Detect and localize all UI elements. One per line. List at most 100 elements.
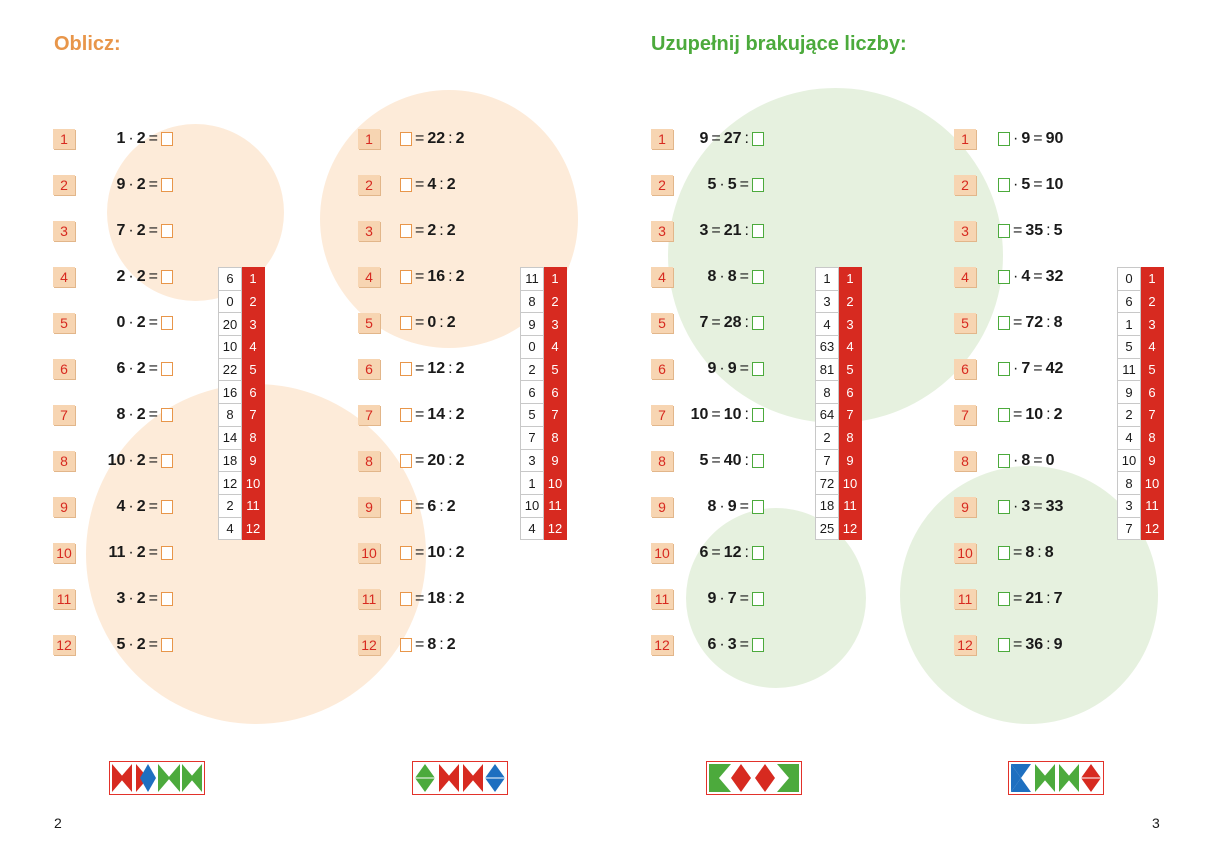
operand: 2 [446,222,456,239]
operator: : [448,452,453,469]
exercise-number-badge: 6 [53,359,75,379]
equation: 5 = 40: [700,450,764,472]
operator: = [711,314,721,331]
answer-key-number: 7 [1140,403,1164,427]
equation: 7 = 28: [700,312,764,334]
answer-key-number: 9 [838,448,862,473]
answer-key-number: 10 [1140,471,1164,495]
answer-box[interactable] [400,408,412,422]
answer-box[interactable] [752,178,764,192]
answer-box[interactable] [752,270,764,284]
answer-box[interactable] [752,638,764,652]
operand: 4 [427,176,437,193]
exercise-number-badge: 5 [651,313,673,333]
answer-box[interactable] [752,500,764,514]
answer-box[interactable] [161,454,173,468]
answer-key-value: 5 [1117,335,1141,359]
exercise-number-badge: 7 [954,405,976,425]
exercise-row: 12 5 · 2 = [53,634,173,658]
answer-box[interactable] [161,224,173,238]
answer-box[interactable] [400,592,412,606]
answer-box[interactable] [752,408,764,422]
answer-box[interactable] [998,224,1010,238]
answer-box[interactable] [752,316,764,330]
answer-box[interactable] [161,270,173,284]
answer-box[interactable] [998,546,1010,560]
answer-key-number: 6 [543,380,567,405]
equation: 8 · 2 = [117,404,173,426]
answer-box[interactable] [400,178,412,192]
answer-key-value: 5 [520,403,544,427]
operand: 28 [723,314,742,331]
answer-box[interactable] [161,408,173,422]
operator: = [711,406,721,423]
operand: 2 [136,544,146,561]
answer-box[interactable] [752,454,764,468]
operand: 22 [427,130,446,147]
answer-box[interactable] [752,132,764,146]
operand: 6 [116,360,126,377]
operand: 0 [427,314,437,331]
answer-box[interactable] [998,316,1010,330]
answer-box[interactable] [998,178,1010,192]
answer-key-value: 6 [1117,289,1141,314]
answer-key-value: 22 [218,357,242,382]
equation: = 2:2 [400,220,456,242]
answer-box[interactable] [998,638,1010,652]
answer-box[interactable] [998,132,1010,146]
answer-key-row: 16 6 [218,380,265,405]
answer-box[interactable] [400,132,412,146]
equation: = 0:2 [400,312,456,334]
answer-box[interactable] [161,316,173,330]
answer-box[interactable] [161,362,173,376]
answer-box[interactable] [400,638,412,652]
answer-box[interactable] [161,638,173,652]
operand: 9 [699,130,709,147]
exercise-row: 9 · 3 = 33 [954,496,1084,520]
answer-box[interactable] [752,592,764,606]
answer-box[interactable] [752,362,764,376]
answer-key-value: 1 [520,471,544,495]
answer-box[interactable] [400,224,412,238]
answer-box[interactable] [400,316,412,330]
operand: 33 [1045,498,1064,515]
answer-box[interactable] [998,592,1010,606]
equation: = 72:8 [998,312,1063,334]
answer-box[interactable] [998,500,1010,514]
equation: = 20:2 [400,450,465,472]
exercise-row: 5 = 72:8 [954,312,1084,336]
equals-sign: = [148,636,158,653]
answer-box[interactable] [161,132,173,146]
answer-key-row: 2 11 [218,493,265,518]
operator: = [1033,498,1043,515]
answer-box[interactable] [161,592,173,606]
answer-key-number: 5 [241,357,265,382]
answer-box[interactable] [998,408,1010,422]
answer-box[interactable] [998,454,1010,468]
exercise-number-badge: 10 [358,543,380,563]
answer-box[interactable] [998,270,1010,284]
exercise-number-badge: 1 [358,129,380,149]
answer-box[interactable] [400,270,412,284]
answer-box[interactable] [161,546,173,560]
answer-key-value: 9 [520,312,544,337]
answer-box[interactable] [161,178,173,192]
exercise-row: 8 5 = 40: [651,450,764,474]
operator: = [1013,314,1023,331]
answer-key-number: 11 [543,493,567,518]
answer-box[interactable] [752,224,764,238]
pattern-strip [412,761,508,795]
answer-key-row: 3 11 [1117,493,1164,518]
exercise-number-badge: 6 [954,359,976,379]
answer-box[interactable] [400,454,412,468]
answer-box[interactable] [998,362,1010,376]
answer-box[interactable] [400,362,412,376]
operand: 2 [455,268,465,285]
answer-key-value: 72 [815,471,839,495]
answer-box[interactable] [400,500,412,514]
answer-box[interactable] [400,546,412,560]
answer-box[interactable] [752,546,764,560]
answer-key-value: 1 [1117,312,1141,337]
answer-box[interactable] [161,500,173,514]
